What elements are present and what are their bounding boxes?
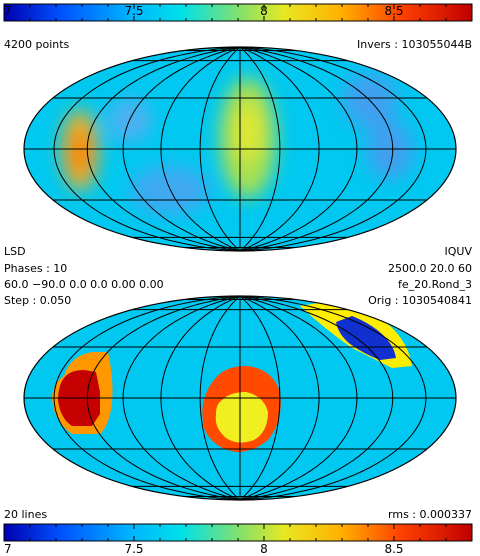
colorbar-tick-label: 7.5 (124, 4, 143, 18)
model-label: fe_20.Rond_3 (398, 278, 472, 291)
lines-label: 20 lines (4, 508, 47, 521)
colorbar-bottom: 7 7.5 8 8.5 (3, 523, 473, 556)
bottom-map (23, 295, 457, 501)
hot-core-west (71, 130, 89, 174)
colorbar-tick-label: 7 (4, 4, 12, 18)
step-label: Step : 0.050 (4, 294, 71, 307)
phases-label: Phases : 10 (4, 262, 67, 275)
colorbar-tick-label: 8 (260, 4, 268, 18)
top-map-grid (24, 47, 456, 251)
rms-label: rms : 0.000337 (388, 508, 472, 521)
spot-center-core (215, 392, 268, 443)
bottom-map-grid (24, 296, 456, 500)
bottom-map-outline (23, 295, 457, 501)
colorbar-bottom-ticks: 7 7.5 8 8.5 (3, 524, 473, 556)
top-map-outline (23, 46, 457, 252)
orig-label: Orig : 1030540841 (368, 294, 472, 307)
warm-core-center (234, 102, 262, 162)
colorbar-top: 7 7.5 8 8.5 (3, 3, 473, 22)
stokes-label: IQUV (445, 245, 473, 258)
angles-label: 60.0 −90.0 0.0 0.0 0.00 0.00 (4, 278, 164, 291)
spot-east-core (336, 316, 396, 360)
parameter-block: LSD Phases : 10 60.0 −90.0 0.0 0.0 0.00 … (4, 245, 472, 307)
method-label: LSD (4, 245, 26, 258)
colorbar-top-ticks: 7 7.5 8 8.5 (3, 4, 473, 21)
colorbar-tick-label: 7.5 (124, 542, 143, 556)
top-map (23, 46, 457, 252)
colorbar-tick-label: 7 (4, 542, 12, 556)
cool-region-east-2 (366, 120, 414, 180)
points-label: 4200 points (4, 38, 70, 51)
colorbar-tick-label: 8.5 (384, 4, 403, 18)
colorbar-tick-label: 8 (260, 542, 268, 556)
colorbar-tick-label: 8.5 (384, 542, 403, 556)
values-label: 2500.0 20.0 60 (388, 262, 472, 275)
invers-label: Invers : 103055044B (357, 38, 472, 51)
